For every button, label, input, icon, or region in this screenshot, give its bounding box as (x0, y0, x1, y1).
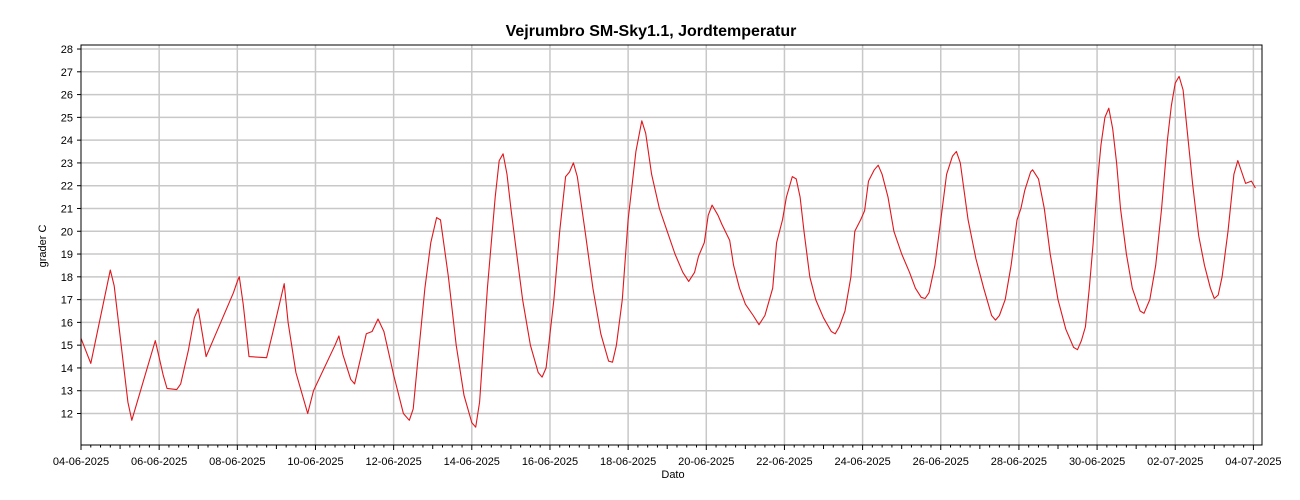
x-tick-label: 22-06-2025 (756, 456, 812, 468)
y-tick-label: 27 (61, 67, 73, 79)
x-tick-label: 24-06-2025 (834, 456, 890, 468)
y-tick-label: 25 (61, 112, 73, 124)
tick-label-layer: 12 13 14 15 16 17 18 19 20 21 22 23 24 25 26 27 28 04-06-… (53, 44, 1282, 468)
grid-layer (81, 45, 1262, 445)
y-tick-label: 15 (61, 340, 73, 352)
x-axis-label: Dato (661, 469, 684, 481)
y-tick-label: 20 (61, 226, 73, 238)
x-tick-label: 06-06-2025 (131, 456, 187, 468)
y-tick-label: 22 (61, 181, 73, 193)
y-tick-label: 14 (61, 363, 73, 375)
x-tick-label: 30-06-2025 (1069, 456, 1125, 468)
y-tick-label: 24 (61, 135, 73, 147)
x-tick-label: 04-07-2025 (1225, 456, 1281, 468)
chart-title: Vejrumbro SM-Sky1.1, Jordtemperatur (506, 23, 797, 40)
x-tick-label: 18-06-2025 (600, 456, 656, 468)
x-tick-label: 14-06-2025 (444, 456, 500, 468)
x-tick-label: 10-06-2025 (287, 456, 343, 468)
y-axis-label: grader C (37, 225, 49, 268)
x-tick-label: 20-06-2025 (678, 456, 734, 468)
series-layer (80, 75, 1256, 428)
y-tick-label: 26 (61, 90, 73, 102)
x-tick-label: 26-06-2025 (913, 456, 969, 468)
axis-layer (77, 44, 1263, 450)
y-tick-label: 19 (61, 249, 73, 261)
x-tick-label: 28-06-2025 (991, 456, 1047, 468)
y-tick-label: 17 (61, 295, 73, 307)
x-tick-label: 08-06-2025 (209, 456, 265, 468)
temperature-series-line (80, 75, 1256, 428)
y-tick-label: 12 (61, 409, 73, 421)
y-tick-label: 16 (61, 317, 73, 329)
x-tick-label: 04-06-2025 (53, 456, 109, 468)
y-tick-label: 23 (61, 158, 73, 170)
y-tick-label: 21 (61, 203, 73, 215)
y-tick-label: 13 (61, 386, 73, 398)
x-tick-label: 02-07-2025 (1147, 456, 1203, 468)
y-tick-label: 18 (61, 272, 73, 284)
y-tick-label: 28 (61, 44, 73, 56)
x-tick-label: 12-06-2025 (365, 456, 421, 468)
x-tick-label: 16-06-2025 (522, 456, 578, 468)
plot-frame (80, 44, 1263, 446)
